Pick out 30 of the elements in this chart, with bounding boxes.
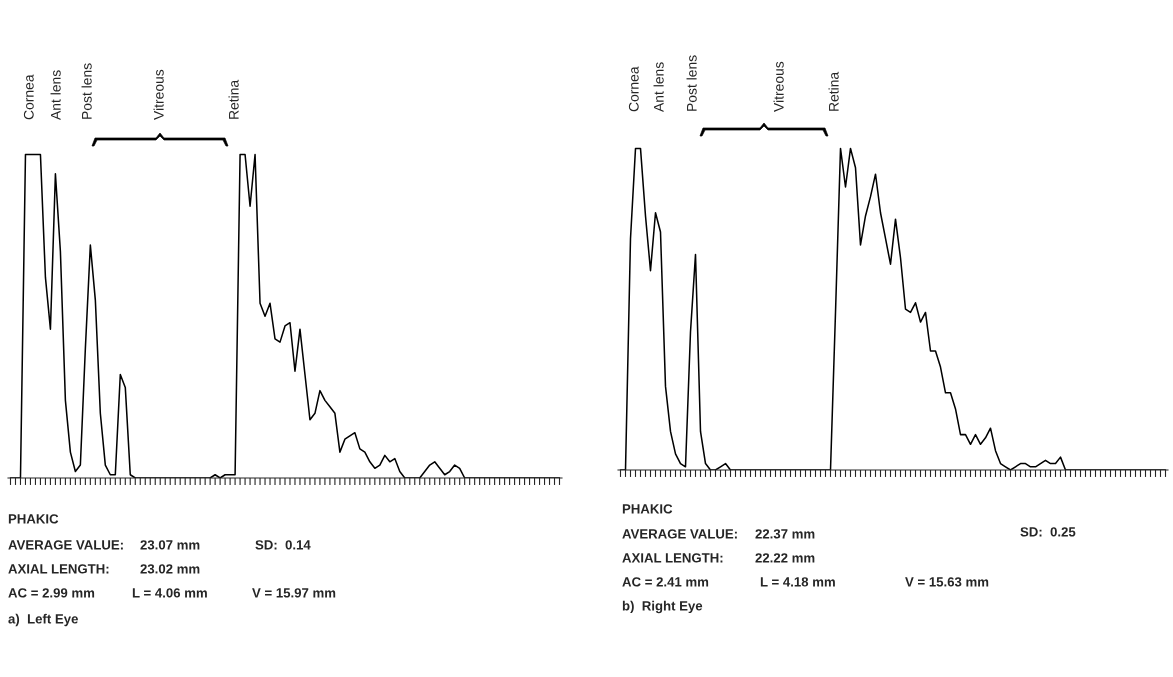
text: Post lens xyxy=(81,63,92,119)
text: SD: 0.25 xyxy=(1020,527,1076,537)
text: Post lens xyxy=(686,55,697,111)
text: Retina xyxy=(228,79,239,119)
text: AVERAGE VALUE: xyxy=(622,529,737,539)
text: 23.07 mm xyxy=(140,540,200,550)
text: Cornea xyxy=(23,74,34,120)
text: PHAKIC xyxy=(8,514,59,524)
text: L = 4.06 mm xyxy=(132,588,207,598)
text: AC = 2.99 mm xyxy=(8,588,95,598)
text: Vitreous xyxy=(773,61,784,112)
text: V = 15.97 mm xyxy=(252,588,336,598)
text: Ant lens xyxy=(653,62,664,112)
text: AVERAGE VALUE: xyxy=(8,540,123,550)
text: Retina xyxy=(828,71,839,111)
text: 22.22 mm xyxy=(755,553,815,563)
text: AXIAL LENGTH: xyxy=(622,553,723,563)
text: PHAKIC xyxy=(622,504,673,514)
text: Vitreous xyxy=(153,69,164,120)
text: Ant lens xyxy=(50,70,61,120)
text: AXIAL LENGTH: xyxy=(8,564,109,574)
text: a) Left Eye xyxy=(8,613,78,627)
text: AC = 2.41 mm xyxy=(622,577,709,587)
text: 23.02 mm xyxy=(140,564,200,574)
text: Cornea xyxy=(628,66,639,112)
text: L = 4.18 mm xyxy=(760,577,835,587)
text: 22.37 mm xyxy=(755,529,815,539)
text: b) Right Eye xyxy=(622,600,703,614)
text: V = 15.63 mm xyxy=(905,577,989,587)
text: SD: 0.14 xyxy=(255,540,311,550)
